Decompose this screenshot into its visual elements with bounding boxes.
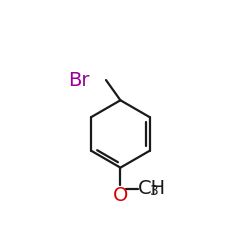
Text: CH: CH bbox=[138, 179, 166, 198]
Text: 3: 3 bbox=[150, 184, 158, 198]
Text: O: O bbox=[113, 186, 128, 205]
Text: Br: Br bbox=[68, 70, 90, 90]
